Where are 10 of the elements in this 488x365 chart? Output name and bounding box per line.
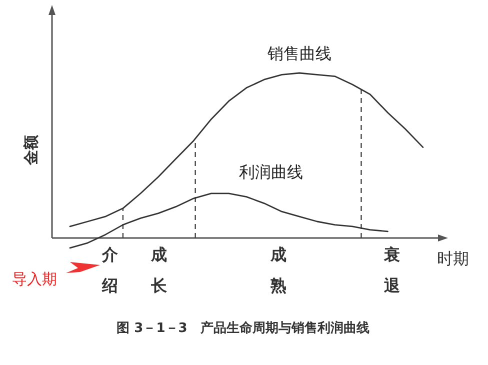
annotation: 介绍: [101, 245, 119, 295]
series-label: 利润曲线: [239, 162, 304, 182]
annotation: 衰退: [383, 245, 402, 295]
annotation: 成长: [150, 245, 168, 295]
text: 图 3－1－3 产品生命周期与销售利润曲线: [116, 320, 370, 336]
y-axis-title: 金额: [22, 134, 40, 166]
annotation: 成熟: [269, 245, 286, 295]
text: 导入期: [12, 270, 57, 288]
x-axis-title: 时期: [437, 249, 469, 268]
series-label: 销售曲线: [266, 44, 332, 63]
